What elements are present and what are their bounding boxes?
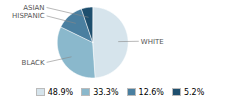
html-text:5.2%: 5.2% [184, 87, 205, 97]
svg-text:ASIAN: ASIAN [23, 4, 44, 12]
html-text:48.9%: 48.9% [47, 87, 74, 97]
svg-text:WHITE: WHITE [141, 38, 164, 46]
html-text:33.3%: 33.3% [93, 87, 119, 97]
svg-text:BLACK: BLACK [22, 59, 45, 67]
svg-text:HISPANIC: HISPANIC [12, 12, 45, 20]
html-text:12.6%: 12.6% [138, 87, 164, 97]
